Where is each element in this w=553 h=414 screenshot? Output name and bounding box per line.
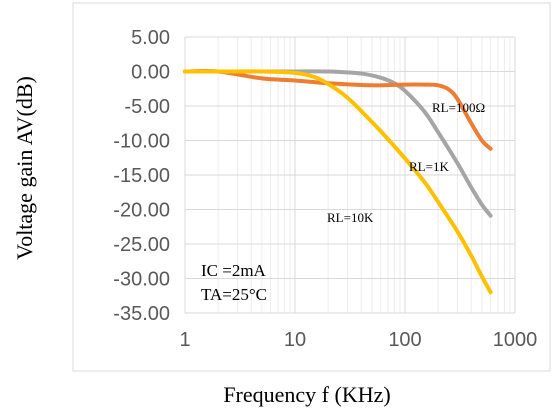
x-tick-label: 1000 <box>493 329 538 351</box>
annotation-current: IC =2mA <box>201 261 267 280</box>
y-tick-label: -25.00 <box>113 234 170 256</box>
annotations: IC =2mA TA=25°C <box>201 261 267 304</box>
y-tick-label: 5.00 <box>131 27 170 49</box>
x-tick-label: 1 <box>179 329 190 351</box>
y-tick-label: -35.00 <box>113 303 170 325</box>
x-tick-label: 100 <box>388 329 421 351</box>
y-tick-labels: 5.00 0.00 -5.00 -10.00 -15.00 -20.00 -25.00 -30… <box>113 27 170 325</box>
y-tick-label: -15.00 <box>113 165 170 187</box>
series-lines <box>183 68 493 295</box>
y-tick-label: 0.00 <box>131 62 170 84</box>
x-tick-label: 10 <box>284 329 306 351</box>
series-line-rl-10k <box>183 69 493 295</box>
y-tick-label: -5.00 <box>124 96 170 118</box>
x-axis-title: Frequency f (KHz) <box>223 382 390 407</box>
y-tick-label: -10.00 <box>113 131 170 153</box>
series-line-rl-100 <box>183 68 493 151</box>
annotation-temperature: TA=25°C <box>201 285 267 304</box>
x-tick-labels: 1 10 100 1000 <box>179 329 537 351</box>
y-axis-title: Voltage gain AV(dB) <box>12 76 37 260</box>
series-label-rl-10k: RL=10K <box>327 210 374 225</box>
series-label-rl-1k: RL=1K <box>409 159 449 174</box>
y-tick-label: -20.00 <box>113 200 170 222</box>
series-labels: RL=100Ω RL=1K RL=10K <box>327 100 485 225</box>
series-label-rl-100: RL=100Ω <box>432 100 485 115</box>
y-tick-label: -30.00 <box>113 269 170 291</box>
